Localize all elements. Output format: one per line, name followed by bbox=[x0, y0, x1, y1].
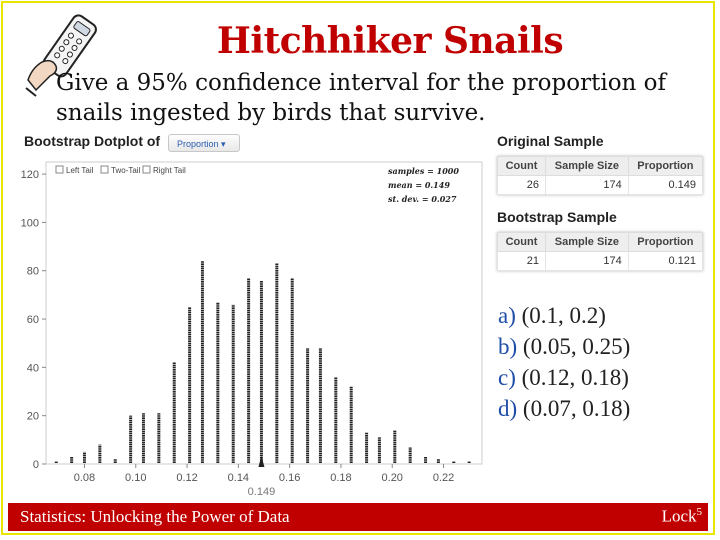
answer-choices: a) (0.1, 0.2) b) (0.05, 0.25) c) (0.12, … bbox=[498, 300, 630, 424]
table-header-row: Count Sample Size Proportion bbox=[497, 232, 704, 252]
remote-control-icon bbox=[25, 14, 97, 97]
dotplot-title: Bootstrap Dotplot of bbox=[24, 133, 161, 149]
column-header: Proportion bbox=[627, 232, 704, 252]
answer-a: a) (0.1, 0.2) bbox=[498, 300, 630, 331]
table-cell: 0.149 bbox=[627, 175, 704, 195]
column-header: Sample Size bbox=[544, 232, 629, 252]
footer-book-title: Statistics: Unlocking the Power of Data bbox=[20, 507, 290, 526]
statistic-dropdown[interactable]: Proportion ▾ bbox=[168, 134, 240, 152]
column-header: Sample Size bbox=[544, 156, 629, 176]
x-tick-label: 0.20 bbox=[382, 472, 403, 484]
footer-bar: Statistics: Unlocking the Power of Data … bbox=[8, 503, 708, 531]
mean-marker: 0.149 bbox=[248, 456, 276, 497]
stat-samples: samples = 1000 bbox=[388, 166, 459, 176]
x-tick-label: 0.16 bbox=[279, 472, 300, 484]
right-tail-label: Right Tail bbox=[153, 166, 186, 175]
answer-letter: c) bbox=[498, 365, 516, 390]
table-cell: 0.121 bbox=[627, 251, 704, 271]
column-header: Proportion bbox=[627, 156, 704, 176]
stat-mean: mean = 0.149 bbox=[388, 180, 450, 190]
bootstrap-sample-title: Bootstrap Sample bbox=[497, 209, 617, 225]
question-text: Give a 95% confidence interval for the p… bbox=[56, 70, 667, 126]
summary-stats: samples = 1000 mean = 0.149 st. dev. = 0… bbox=[388, 166, 459, 204]
original-sample-table: Count Sample Size Proportion 26 174 0.14… bbox=[497, 156, 704, 195]
stat-stdev: st. dev. = 0.027 bbox=[388, 194, 457, 204]
column-header: Count bbox=[497, 232, 546, 252]
y-tick-label: 80 bbox=[27, 266, 39, 278]
answer-letter: a) bbox=[498, 303, 516, 328]
answer-c: c) (0.12, 0.18) bbox=[498, 362, 630, 393]
answer-letter: d) bbox=[498, 396, 518, 421]
slide-title: Hitchhiker Snails bbox=[216, 20, 564, 62]
mean-marker-label: 0.149 bbox=[248, 486, 276, 497]
bootstrap-dotplot: Left Tail Two-Tail Right Tail samples = … bbox=[21, 161, 483, 497]
footer-author: Lock5 bbox=[662, 506, 702, 527]
table-row: 21 174 0.121 bbox=[497, 251, 704, 271]
answer-text: (0.07, 0.18) bbox=[517, 396, 631, 421]
x-tick-label: 0.14 bbox=[228, 472, 249, 484]
footer-edition: 5 bbox=[696, 506, 703, 518]
table-row: 26 174 0.149 bbox=[497, 175, 704, 195]
x-tick-label: 0.10 bbox=[125, 472, 146, 484]
answer-letter: b) bbox=[498, 334, 518, 359]
table-cell: 174 bbox=[544, 175, 629, 195]
x-tick-label: 0.18 bbox=[330, 472, 351, 484]
bootstrap-sample-table: Count Sample Size Proportion 21 174 0.12… bbox=[497, 232, 704, 271]
answer-text: (0.12, 0.18) bbox=[515, 365, 629, 390]
chevron-down-icon: ▾ bbox=[221, 139, 226, 149]
tail-checkboxes: Left Tail Two-Tail Right Tail bbox=[55, 165, 186, 175]
footer-author-name: Lock bbox=[661, 506, 697, 526]
answer-text: (0.05, 0.25) bbox=[517, 334, 631, 359]
right-tail-checkbox[interactable] bbox=[142, 165, 151, 174]
y-axis: 0 20 40 60 80 100 120 bbox=[21, 169, 46, 471]
y-tick-label: 40 bbox=[27, 362, 39, 374]
column-header: Count bbox=[497, 156, 546, 176]
plot-area bbox=[45, 161, 483, 465]
answer-text: (0.1, 0.2) bbox=[515, 303, 606, 328]
y-tick-label: 120 bbox=[21, 169, 39, 181]
dropdown-label: Proportion bbox=[177, 139, 219, 149]
x-tick-label: 0.22 bbox=[433, 472, 454, 484]
answer-b: b) (0.05, 0.25) bbox=[498, 331, 630, 362]
two-tail-checkbox[interactable] bbox=[100, 165, 109, 174]
y-tick-label: 60 bbox=[27, 314, 39, 326]
table-cell: 26 bbox=[497, 175, 546, 195]
bars bbox=[54, 261, 471, 463]
left-tail-checkbox[interactable] bbox=[55, 165, 64, 174]
x-tick-label: 0.12 bbox=[176, 472, 197, 484]
table-cell: 21 bbox=[497, 251, 546, 271]
table-cell: 174 bbox=[544, 251, 629, 271]
answer-d: d) (0.07, 0.18) bbox=[498, 393, 630, 424]
y-tick-label: 0 bbox=[33, 459, 39, 471]
table-header-row: Count Sample Size Proportion bbox=[497, 156, 704, 176]
x-tick-label: 0.08 bbox=[74, 472, 95, 484]
y-tick-label: 100 bbox=[21, 217, 39, 229]
x-axis: 0.08 0.10 0.12 0.14 0.16 0.18 0.20 0.22 bbox=[74, 464, 454, 484]
mean-marker-triangle bbox=[258, 456, 265, 467]
original-sample-title: Original Sample bbox=[497, 133, 604, 149]
y-tick-label: 20 bbox=[27, 411, 39, 423]
left-tail-label: Left Tail bbox=[66, 166, 94, 175]
two-tail-label: Two-Tail bbox=[111, 166, 141, 175]
